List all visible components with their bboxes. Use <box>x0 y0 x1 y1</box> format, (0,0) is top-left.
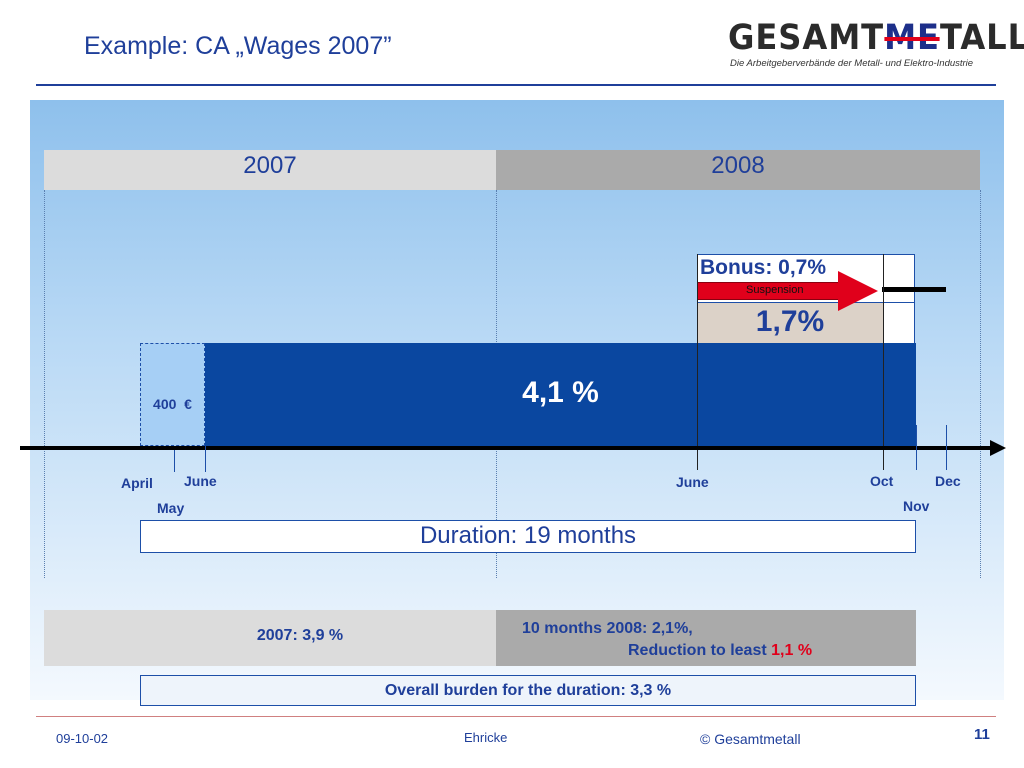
nov-gap-cell <box>883 303 915 343</box>
timeline-arrowhead <box>990 440 1006 456</box>
suspension-marker <box>882 287 946 292</box>
tick-dec <box>946 425 947 470</box>
one-off-payment-label: 400 € <box>153 396 192 412</box>
summary-2008-reduction: Reduction to least 1,1 % <box>628 642 813 659</box>
suspension-label: Suspension <box>746 284 804 296</box>
tick-june-2007 <box>205 446 206 472</box>
oct-marker <box>883 254 884 470</box>
slide-title: Example: CA „Wages 2007” <box>84 32 392 60</box>
summary-2008-box <box>496 610 916 666</box>
summary-2007-box <box>44 610 496 666</box>
increase-2008-label: 1,7% <box>755 305 825 338</box>
suspension-arrow-head <box>838 271 878 311</box>
month-june-2008: June <box>676 474 709 490</box>
gesamtmetall-logo: GESAMTMETALL Die Arbeitgeberverbände der… <box>728 18 1024 70</box>
one-off-payment-bar <box>140 343 205 446</box>
duration-box: Duration: 19 months <box>140 520 916 553</box>
header-divider <box>36 84 996 86</box>
month-dec: Dec <box>935 473 961 489</box>
year-header-2007: 2007 <box>44 150 496 190</box>
month-may: May <box>157 500 185 516</box>
month-oct: Oct <box>870 473 894 489</box>
tick-may <box>174 450 175 472</box>
bonus-label: Bonus: 0,7% <box>700 256 827 279</box>
summary-2008-months: 10 months 2008: 2,1%, <box>522 620 693 637</box>
main-increase-label: 4,1 % <box>522 376 599 409</box>
summary-2007-label: 2007: 3,9 % <box>256 627 344 644</box>
guide-line-left <box>44 190 45 578</box>
footer-copyright: © Gesamtmetall <box>700 731 801 747</box>
month-june-2007: June <box>184 473 217 489</box>
overall-burden-box: Overall burden for the duration: 3,3 % <box>140 675 916 706</box>
timeline-axis <box>20 446 995 450</box>
footer-author: Ehricke <box>464 730 508 745</box>
logo-wordmark: GESAMTMETALL <box>728 18 1024 58</box>
month-nov: Nov <box>903 498 930 514</box>
guide-line-right <box>980 190 981 578</box>
page-number: 11 <box>974 726 990 743</box>
footer-date: 09-10-02 <box>56 731 109 746</box>
month-april: April <box>121 475 153 491</box>
tick-nov <box>916 425 917 470</box>
footer-divider <box>36 716 996 717</box>
logo-subtitle: Die Arbeitgeberverbände der Metall- und … <box>730 58 974 69</box>
reduction-value: 1,1 % <box>771 642 813 659</box>
year-header-2008: 2008 <box>496 150 980 190</box>
june-2008-marker <box>697 254 698 470</box>
main-increase-bar <box>205 343 916 446</box>
